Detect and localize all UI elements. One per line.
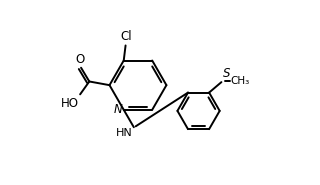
Text: CH₃: CH₃ bbox=[231, 76, 250, 86]
Text: O: O bbox=[75, 53, 84, 66]
Text: S: S bbox=[223, 68, 231, 80]
Text: HN: HN bbox=[116, 128, 132, 138]
Text: HO: HO bbox=[61, 97, 79, 110]
Text: Cl: Cl bbox=[120, 30, 132, 43]
Text: N: N bbox=[114, 103, 123, 116]
